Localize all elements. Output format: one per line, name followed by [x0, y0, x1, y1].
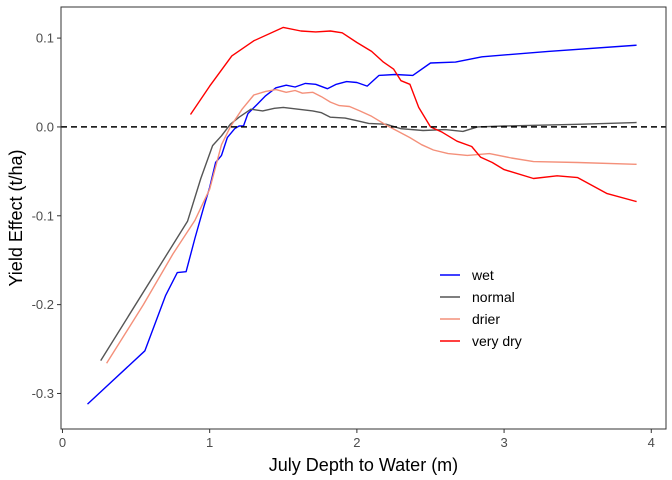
x-tick-label: 3	[500, 435, 507, 450]
series-line-normal	[100, 106, 637, 361]
x-axis-ticks: 0 1 2 3 4	[59, 429, 655, 450]
x-tick-label: 1	[206, 435, 213, 450]
legend-label: normal	[472, 289, 515, 305]
legend-label: drier	[472, 311, 500, 327]
x-axis-title: July Depth to Water (m)	[269, 455, 458, 475]
legend-label: very dry	[472, 333, 522, 349]
legend: wet normal drier very dry	[440, 267, 522, 349]
y-tick-label: 0.0	[36, 119, 54, 134]
series-line-very-dry	[189, 26, 637, 203]
series-line-wet	[87, 44, 637, 405]
x-tick-label: 0	[59, 435, 66, 450]
y-axis-ticks: 0.1 0.0 -0.1 -0.2 -0.3	[32, 31, 61, 401]
x-tick-label: 2	[353, 435, 360, 450]
legend-label: wet	[471, 267, 494, 283]
y-tick-label: -0.2	[32, 297, 54, 312]
y-axis-title: Yield Effect (t/ha)	[6, 149, 26, 286]
y-tick-label: -0.3	[32, 386, 54, 401]
y-tick-label: -0.1	[32, 208, 54, 223]
series-line-drier	[106, 88, 637, 364]
series-lines	[87, 26, 637, 405]
y-tick-label: 0.1	[36, 31, 54, 46]
plot-panel-border	[60, 6, 667, 430]
x-tick-label: 4	[648, 435, 655, 450]
